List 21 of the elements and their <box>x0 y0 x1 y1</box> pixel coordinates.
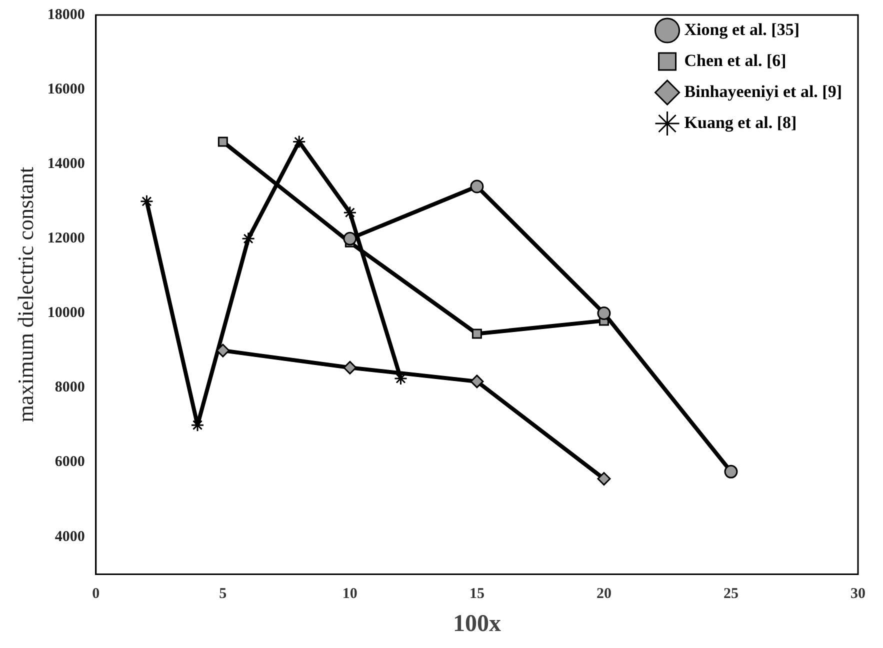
y-tick-label: 12000 <box>47 230 85 247</box>
y-tick-label: 18000 <box>47 6 85 23</box>
legend-label: Chen et al. [6] <box>684 50 786 70</box>
x-tick-label: 25 <box>723 586 738 602</box>
x-tick-label: 15 <box>469 586 484 602</box>
y-tick-label: 6000 <box>54 454 85 470</box>
x-tick-label: 10 <box>342 586 358 602</box>
x-tick-label: 20 <box>596 586 612 602</box>
x-tick-label: 30 <box>850 586 866 602</box>
y-tick-label: 16000 <box>47 81 85 98</box>
y-tick-label: 14000 <box>47 156 85 172</box>
x-tick-label: 5 <box>219 586 227 602</box>
y-tick-label: 10000 <box>47 305 85 322</box>
y-tick-label: 8000 <box>54 380 85 396</box>
x-axis-title: 100x <box>452 610 501 637</box>
y-tick-label: 4000 <box>54 528 85 545</box>
legend-label: Binhayeeniyi et al. [9] <box>684 82 842 101</box>
legend-label: Xiong et al. [35] <box>684 20 800 39</box>
legend-label: Kuang et al. [8] <box>684 112 797 132</box>
x-tick-label: 0 <box>92 586 100 602</box>
y-axis-title: maximum dielectric constant <box>12 166 38 422</box>
